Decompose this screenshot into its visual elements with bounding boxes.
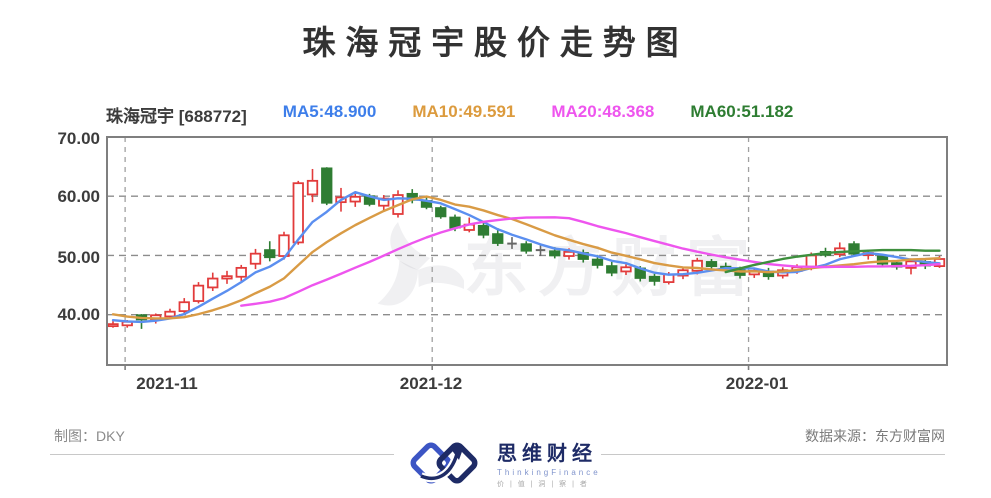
footer-divider-right bbox=[601, 454, 945, 455]
chart-legend: 珠海冠宇 [688772] MA5:48.900 MA10:49.591 MA2… bbox=[106, 102, 793, 127]
thinking-finance-logo-icon bbox=[410, 442, 478, 484]
y-axis-tick-70: 70.00 bbox=[57, 129, 100, 148]
data-source: 数据来源：东方财富网 bbox=[805, 428, 945, 444]
legend-ma5-label: MA5:48.900 bbox=[282, 102, 377, 121]
y-axis-tick-50: 50.00 bbox=[57, 248, 100, 267]
legend-ma60-label: MA60:51.182 bbox=[690, 102, 794, 121]
thinking-finance-logo: 思维财经 ThinkingFinance 价 | 值 | 洞 | 察 | 者 bbox=[405, 433, 601, 493]
brand-subtitle: ThinkingFinance bbox=[497, 468, 601, 477]
legend-ma10-label: MA10:49.591 bbox=[412, 102, 516, 121]
brand-tagline: 价 | 值 | 洞 | 察 | 者 bbox=[497, 481, 589, 488]
x-axis-tick-2021-12: 2021-12 bbox=[399, 374, 463, 393]
chart-credit: 制图：DKY bbox=[54, 428, 125, 444]
y-axis-tick-60: 60.00 bbox=[57, 187, 100, 206]
footer-divider-left bbox=[50, 454, 394, 455]
x-axis-tick-2021-11: 2021-11 bbox=[136, 374, 198, 393]
legend-stock-label: 珠海冠宇 [688772] bbox=[106, 107, 247, 126]
x-axis-tick-2022-01: 2022-01 bbox=[725, 374, 789, 393]
page-title: 珠海冠宇股价走势图 bbox=[302, 24, 689, 61]
legend-ma20-label: MA20:48.368 bbox=[551, 102, 655, 121]
y-axis-tick-40: 40.00 bbox=[57, 305, 100, 324]
brand-name: 思维财经 bbox=[497, 443, 597, 465]
